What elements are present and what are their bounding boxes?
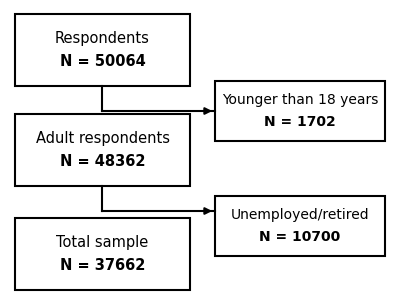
FancyBboxPatch shape <box>15 218 190 290</box>
Text: N = 48362: N = 48362 <box>60 155 145 169</box>
Text: N = 50064: N = 50064 <box>60 55 145 70</box>
Text: N = 10700: N = 10700 <box>259 230 341 244</box>
Text: Respondents: Respondents <box>55 30 150 46</box>
Text: Unemployed/retired: Unemployed/retired <box>231 208 369 222</box>
Text: Younger than 18 years: Younger than 18 years <box>222 93 378 107</box>
FancyBboxPatch shape <box>15 14 190 86</box>
Text: N = 1702: N = 1702 <box>264 115 336 129</box>
Text: Adult respondents: Adult respondents <box>36 131 170 145</box>
FancyBboxPatch shape <box>15 114 190 186</box>
Text: N = 37662: N = 37662 <box>60 258 145 274</box>
FancyBboxPatch shape <box>215 196 385 256</box>
Text: Total sample: Total sample <box>56 234 149 249</box>
FancyBboxPatch shape <box>215 81 385 141</box>
